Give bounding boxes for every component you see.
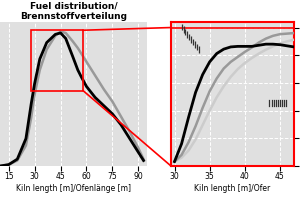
Title: Fuel distribution/
Brennstoffverteilung: Fuel distribution/ Brennstoffverteilung — [20, 2, 127, 21]
Bar — [31, 30, 83, 91]
X-axis label: Kiln length [m]/Ofer: Kiln length [m]/Ofer — [194, 184, 271, 193]
X-axis label: Kiln length [m]/Ofenlänge [m]: Kiln length [m]/Ofenlänge [m] — [16, 184, 131, 193]
